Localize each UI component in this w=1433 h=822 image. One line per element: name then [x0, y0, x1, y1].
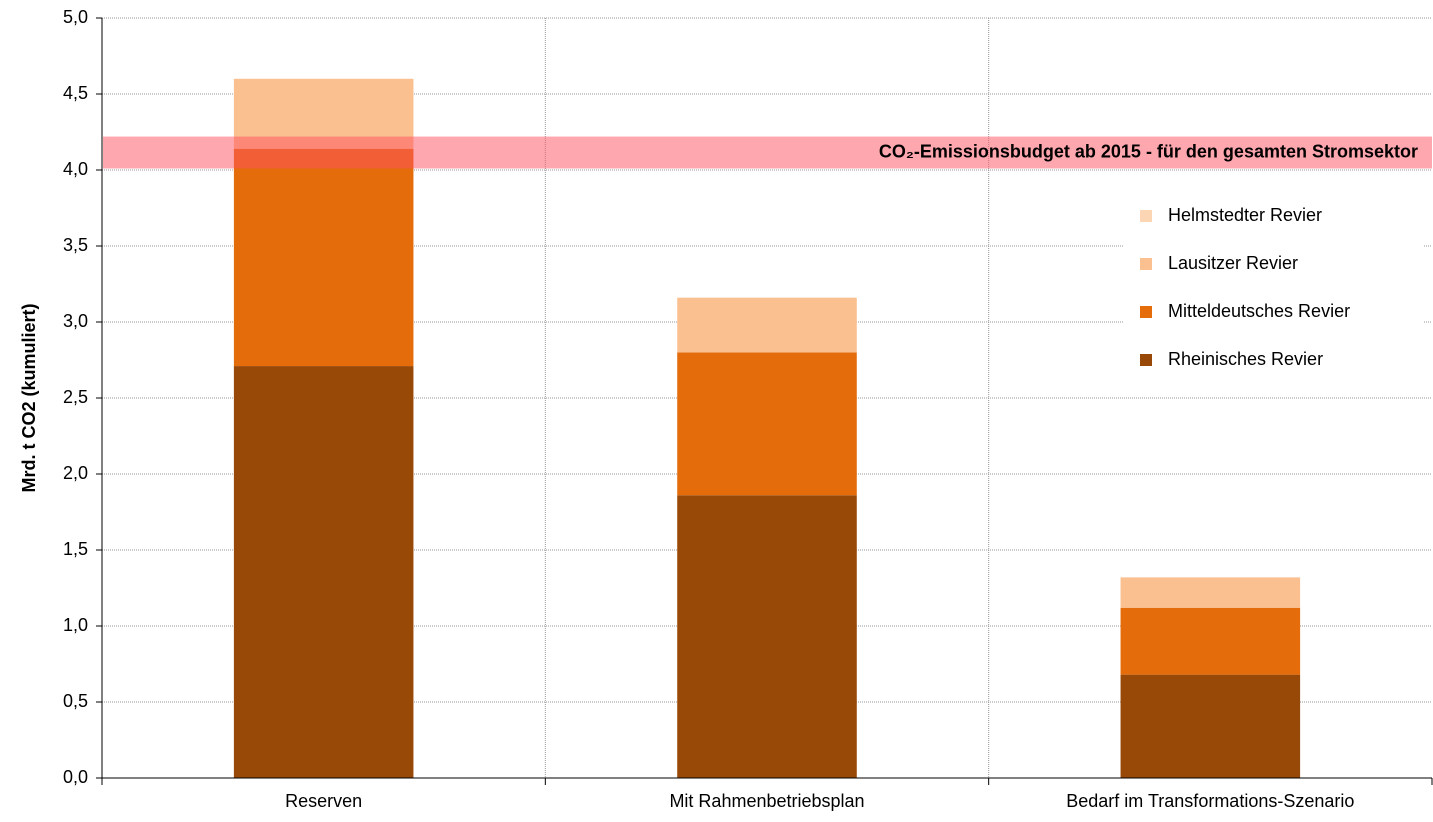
- bar-segment: [1120, 577, 1301, 608]
- bar-segment: [233, 366, 414, 778]
- y-tick-label: 5,0: [63, 7, 88, 27]
- budget-band-label: CO₂-Emissionsbudget ab 2015 - für den ge…: [879, 141, 1418, 161]
- bar-segment: [233, 148, 414, 367]
- x-tick-label: Bedarf im Transformations-Szenario: [1066, 791, 1354, 811]
- y-tick-label: 4,5: [63, 83, 88, 103]
- bar-segment: [1120, 607, 1301, 675]
- y-axis-title: Mrd. t CO2 (kumuliert): [19, 303, 39, 492]
- legend-label: Helmstedter Revier: [1168, 205, 1322, 225]
- y-tick-label: 2,5: [63, 387, 88, 407]
- x-tick-label: Mit Rahmenbetriebsplan: [669, 791, 864, 811]
- legend-swatch: [1140, 354, 1152, 366]
- y-tick-label: 3,5: [63, 235, 88, 255]
- bar-segment: [677, 297, 857, 353]
- legend-swatch: [1140, 210, 1152, 222]
- legend-swatch: [1140, 258, 1152, 270]
- y-tick-label: 3,0: [63, 311, 88, 331]
- bar-segment: [1120, 674, 1301, 778]
- legend-swatch: [1140, 306, 1152, 318]
- y-tick-label: 1,5: [63, 539, 88, 559]
- y-tick-label: 0,0: [63, 767, 88, 787]
- y-tick-label: 4,0: [63, 159, 88, 179]
- legend-label: Lausitzer Revier: [1168, 253, 1298, 273]
- budget-band: [103, 136, 1432, 169]
- bar-segment: [677, 352, 857, 496]
- x-tick-label: Reserven: [285, 791, 362, 811]
- y-tick-label: 2,0: [63, 463, 88, 483]
- y-tick-label: 1,0: [63, 615, 88, 635]
- legend-label: Rheinisches Revier: [1168, 349, 1323, 369]
- legend-label: Mitteldeutsches Revier: [1168, 301, 1350, 321]
- y-tick-label: 0,5: [63, 691, 88, 711]
- bar-segment: [677, 495, 857, 778]
- legend-background: [1124, 190, 1424, 385]
